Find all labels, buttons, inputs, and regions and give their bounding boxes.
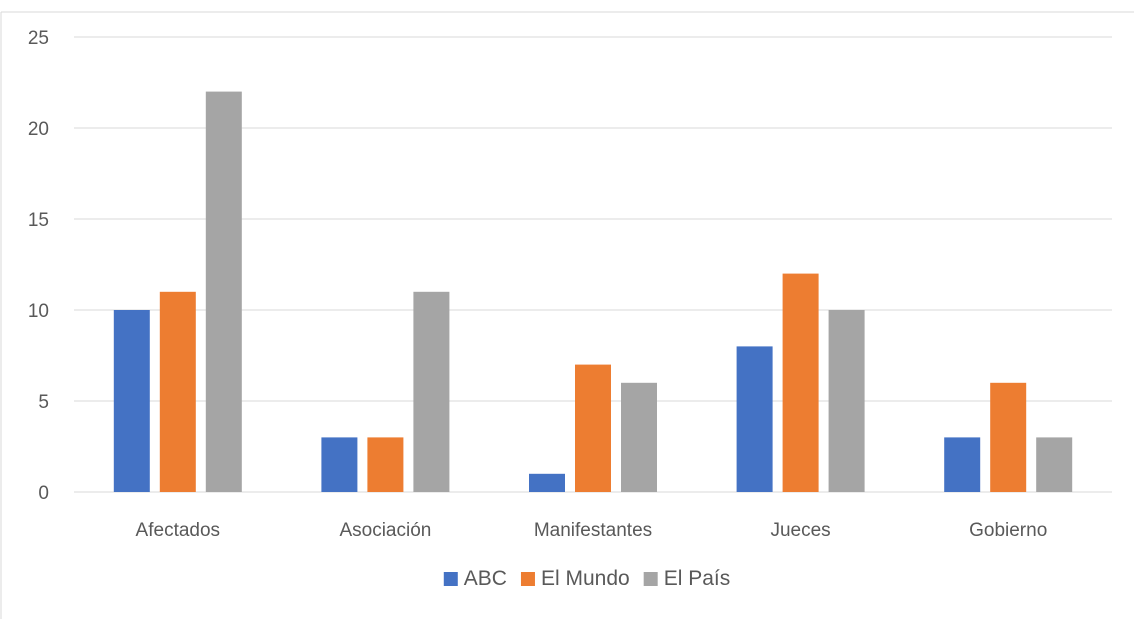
y-tick-label: 0 (38, 483, 49, 504)
y-tick-label: 20 (28, 119, 49, 140)
legend-swatch (643, 572, 658, 586)
y-tick-label: 5 (38, 392, 49, 413)
x-tick-label: Afectados (136, 520, 221, 541)
bar-abc-0 (113, 310, 150, 492)
x-tick-label: Jueces (770, 520, 830, 541)
x-tick-label: Gobierno (969, 520, 1047, 541)
bar-abc-3 (736, 346, 773, 492)
legend-label: ABC (464, 567, 507, 590)
bar-el-mundo-2 (575, 364, 611, 492)
legend-swatch (520, 572, 535, 586)
bar-el-país-0 (205, 91, 242, 492)
legend-item-el-país: El País (643, 567, 731, 590)
bar-abc-4 (944, 437, 981, 492)
y-tick-label: 10 (28, 301, 49, 322)
bar-el-país-4 (1036, 437, 1073, 492)
bar-el-país-2 (621, 382, 657, 492)
bar-el-país-1 (413, 291, 450, 492)
gridlines (74, 36, 1112, 493)
y-axis-ticks: 0 5 10 15 20 25 (28, 28, 49, 504)
bar-el-mundo-4 (990, 382, 1027, 492)
legend-swatch (443, 572, 458, 586)
legend: ABC El Mundo El País (443, 567, 731, 590)
legend-label: El Mundo (541, 567, 630, 590)
bar-el-mundo-3 (782, 273, 819, 492)
legend-item-abc: ABC (443, 567, 507, 590)
bar-abc-1 (321, 437, 358, 492)
bar-abc-2 (529, 473, 565, 492)
x-tick-label: Manifestantes (534, 520, 652, 541)
bar-el-mundo-0 (159, 291, 196, 492)
bar-el-mundo-1 (367, 437, 404, 492)
y-tick-label: 15 (28, 210, 49, 231)
y-tick-label: 25 (28, 28, 49, 49)
legend-item-el-mundo: El Mundo (520, 567, 630, 590)
bars (113, 91, 1073, 492)
legend-label: El País (664, 567, 731, 590)
x-tick-label: Asociación (339, 520, 431, 541)
bar-el-país-3 (828, 310, 865, 492)
x-axis-ticks: Afectados Asociación Manifestantes Jueces Go… (136, 520, 1048, 541)
